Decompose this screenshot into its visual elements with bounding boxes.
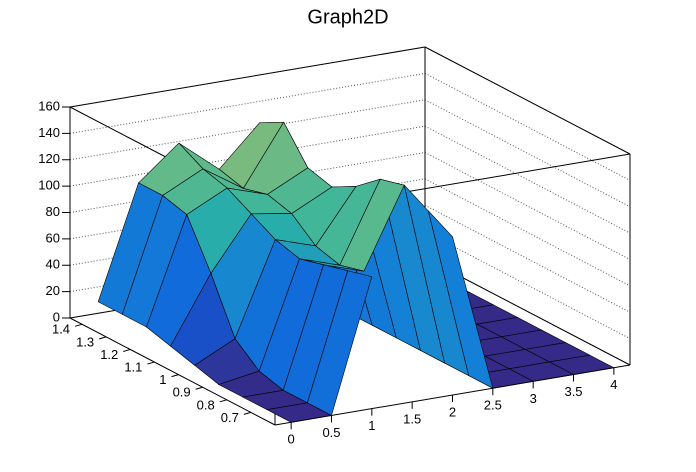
y-tick	[74, 323, 83, 327]
y-tick-label: 1.2	[100, 347, 118, 362]
y-tick-label: 0.9	[173, 385, 191, 400]
grid-line	[424, 231, 631, 340]
x-tick-label: 3.5	[564, 384, 582, 399]
x-tick-label: 3	[530, 391, 537, 406]
z-tick-label: 40	[46, 257, 60, 272]
y-tick	[99, 336, 107, 340]
z-tick-label: 20	[46, 283, 60, 298]
x-tick-label: 0.5	[322, 425, 340, 440]
grid-line	[424, 178, 631, 287]
y-tick-label: 0.8	[197, 397, 215, 412]
z-tick-label: 60	[46, 230, 60, 245]
grid-line	[424, 152, 631, 260]
y-tick-label: 1	[159, 372, 166, 387]
z-tick-label: 80	[46, 204, 60, 219]
x-tick-label: 1	[368, 418, 375, 433]
z-tick-label: 0	[53, 309, 60, 324]
z-tick-label: 100	[38, 178, 60, 193]
z-tick-label: 160	[38, 98, 60, 113]
y-tick	[171, 374, 179, 378]
x-tick-label: 0	[288, 432, 295, 447]
y-tick-label: 0.7	[221, 410, 239, 425]
grid-line	[69, 99, 426, 161]
z-tick-label: 120	[38, 151, 60, 166]
z-tick-label: 140	[38, 125, 60, 140]
y-tick	[147, 361, 155, 365]
x-tick-label: 2.5	[484, 398, 502, 413]
y-tick	[243, 411, 252, 415]
y-axis	[69, 317, 276, 426]
grid-line	[424, 204, 631, 313]
y-tick-label: 1.4	[52, 322, 70, 337]
y-tick-label: 1.3	[76, 334, 94, 349]
y-tick	[219, 399, 227, 403]
y-tick	[195, 386, 203, 390]
box-edge	[424, 46, 631, 155]
x-tick-label: 2	[449, 404, 456, 419]
grid-line	[424, 72, 631, 181]
x-tick-label: 4	[610, 377, 617, 392]
grid-line	[69, 72, 426, 134]
grid-line	[424, 125, 631, 234]
surface-cell	[427, 209, 494, 389]
box-edge	[69, 46, 426, 108]
y-tick-label: 1.1	[124, 359, 142, 374]
grid-line	[424, 99, 631, 208]
y-tick	[123, 348, 131, 352]
x-tick-label: 1.5	[403, 411, 421, 426]
chart-title: Graph2D	[307, 6, 388, 28]
